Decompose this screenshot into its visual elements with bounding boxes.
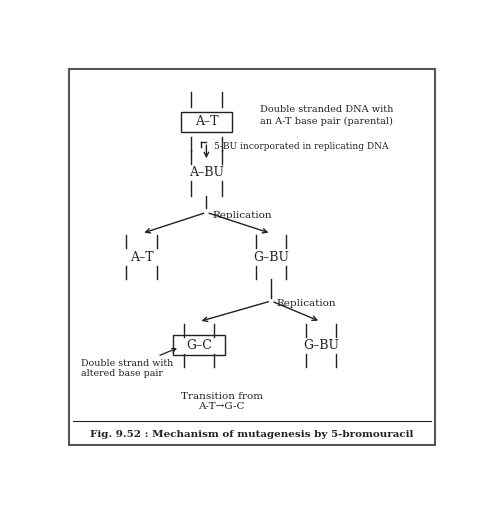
Text: A-T→G-C: A-T→G-C <box>198 402 245 411</box>
Bar <box>173 335 224 355</box>
Text: Double stranded DNA with
an A-T base pair (parental): Double stranded DNA with an A-T base pai… <box>260 105 393 126</box>
Bar <box>181 111 232 132</box>
Text: Replication: Replication <box>212 211 272 220</box>
Text: G–C: G–C <box>186 338 212 352</box>
Text: G–BU: G–BU <box>303 338 339 352</box>
Text: Transition from: Transition from <box>181 392 263 401</box>
Text: Replication: Replication <box>277 299 337 308</box>
Text: A–T: A–T <box>194 116 218 128</box>
Text: Double strand with
altered base pair: Double strand with altered base pair <box>81 349 176 379</box>
Text: A–BU: A–BU <box>189 166 224 179</box>
Text: 5-BU incorporated in replicating DNA: 5-BU incorporated in replicating DNA <box>214 142 389 151</box>
Text: G–BU: G–BU <box>253 250 289 264</box>
Text: A–T: A–T <box>130 250 154 264</box>
Text: Fig. 9.52 : Mechanism of mutagenesis by 5-bromouracil: Fig. 9.52 : Mechanism of mutagenesis by … <box>91 431 414 439</box>
